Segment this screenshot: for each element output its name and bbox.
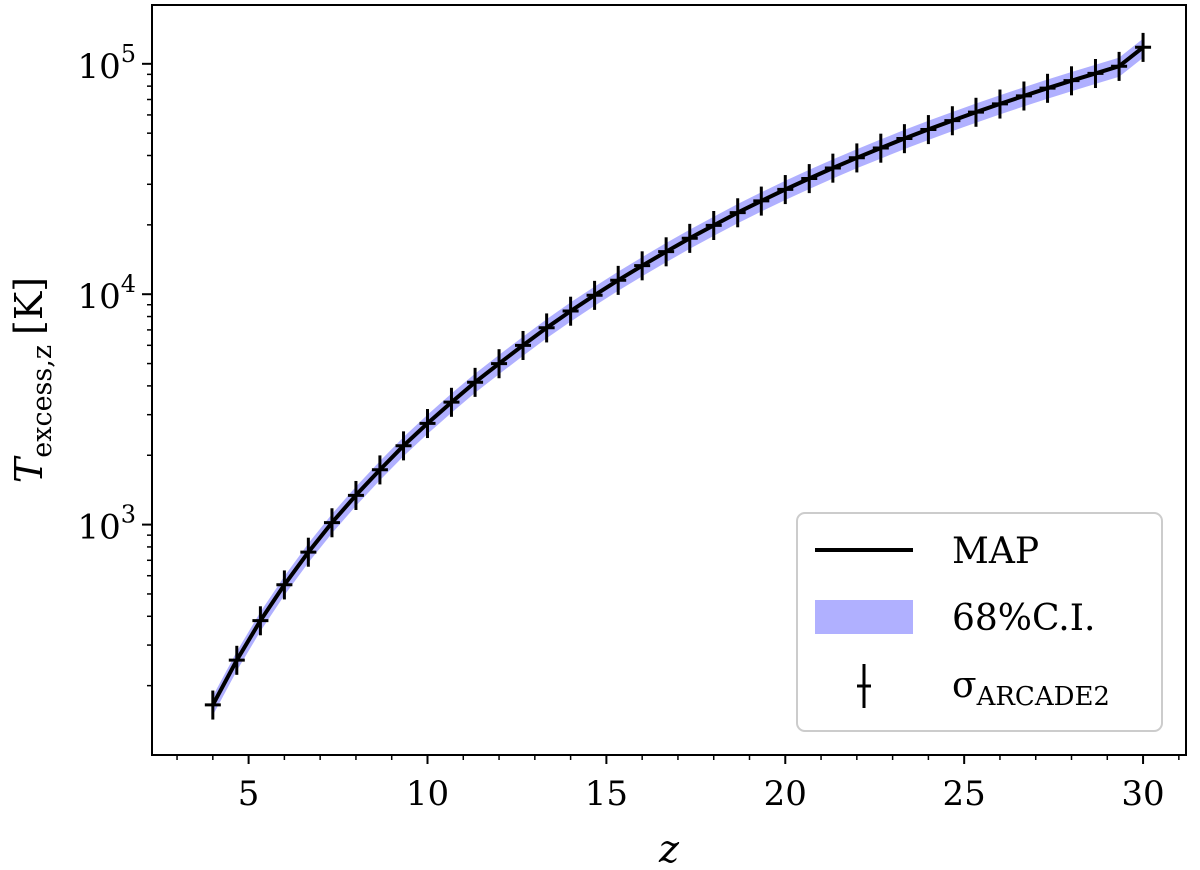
legend-errorbar-label: σARCADE2 bbox=[952, 665, 1110, 712]
errorbar-point bbox=[729, 198, 746, 228]
errorbar-layer bbox=[204, 32, 1152, 720]
errorbar-point bbox=[896, 124, 913, 154]
errorbar-point bbox=[824, 153, 841, 183]
errorbar-point bbox=[610, 265, 627, 295]
legend-box bbox=[796, 512, 1163, 732]
legend-map-label: MAP bbox=[952, 531, 1039, 572]
errorbar-point bbox=[419, 409, 436, 439]
errorbar-point bbox=[1015, 81, 1032, 111]
errorbar-point bbox=[1039, 73, 1056, 103]
errorbar-point bbox=[323, 508, 340, 538]
errorbar-point bbox=[1111, 51, 1128, 81]
errorbar-point bbox=[777, 175, 794, 205]
x-axis-title: z bbox=[658, 827, 680, 870]
y-tick-label-exponent: 4 bbox=[121, 270, 136, 298]
errorbar-point bbox=[1087, 59, 1104, 89]
errorbar-point bbox=[538, 313, 555, 343]
errorbar-point bbox=[801, 164, 818, 194]
map-line-layer bbox=[211, 45, 1145, 706]
errorbar-point bbox=[991, 89, 1008, 119]
errorbar-point bbox=[467, 367, 484, 397]
errorbar-point bbox=[1135, 32, 1152, 62]
errorbar-point bbox=[491, 349, 508, 379]
legend-errorbar-swatch bbox=[857, 664, 871, 708]
y-tick-label-base: 10 bbox=[77, 47, 120, 87]
y-tick-label: 105 bbox=[77, 40, 136, 87]
y-tick-label: 103 bbox=[77, 501, 136, 548]
errorbar-point bbox=[228, 645, 245, 675]
x-tick-label: 30 bbox=[1121, 774, 1164, 814]
y-tick-label-base: 10 bbox=[77, 508, 120, 548]
y-axis-title: Texcess,z [K] bbox=[7, 277, 58, 483]
legend: MAP 68%C.I. σARCADE2 bbox=[796, 512, 1163, 732]
x-tick-label: 5 bbox=[238, 774, 260, 814]
x-tick-label: 25 bbox=[943, 774, 986, 814]
errorbar-point bbox=[395, 431, 412, 461]
errorbar-point bbox=[705, 210, 722, 241]
y-tick-label-exponent: 5 bbox=[121, 40, 136, 68]
y-tick-label-exponent: 3 bbox=[121, 501, 136, 529]
errorbar-point bbox=[658, 237, 675, 267]
errorbar-point bbox=[276, 570, 293, 600]
errorbar-point bbox=[848, 143, 865, 173]
errorbar-point bbox=[1063, 66, 1080, 96]
errorbar-point bbox=[753, 186, 770, 216]
errorbar-point bbox=[252, 606, 269, 636]
plot-frame bbox=[151, 4, 1187, 756]
x-tick-label: 15 bbox=[585, 774, 628, 814]
errorbar-point bbox=[920, 115, 937, 145]
y-tick-label: 104 bbox=[77, 270, 136, 317]
map-line bbox=[211, 45, 1145, 706]
legend-errorbar-sigma: σ bbox=[952, 665, 977, 706]
y-axis-title-unit: [K] bbox=[7, 277, 51, 335]
errorbar-point bbox=[634, 251, 651, 281]
x-axis-ticks: 5 10 15 20 25 30 bbox=[176, 755, 1180, 814]
errorbar-point bbox=[967, 97, 984, 127]
legend-ci-label: 68%C.I. bbox=[952, 598, 1095, 639]
errorbar-point bbox=[443, 387, 460, 417]
errorbar-point bbox=[944, 106, 961, 136]
errorbar-point bbox=[562, 296, 579, 326]
errorbar-point bbox=[515, 330, 532, 360]
legend-ci-swatch bbox=[815, 600, 913, 634]
x-tick-label: 20 bbox=[764, 774, 807, 814]
errorbar-point bbox=[371, 455, 388, 485]
x-tick-label: 10 bbox=[406, 774, 449, 814]
errorbar-point bbox=[872, 133, 889, 163]
legend-errorbar-subscript: ARCADE2 bbox=[976, 682, 1110, 712]
y-axis-title-main: T bbox=[7, 455, 51, 483]
errorbar-point bbox=[300, 537, 317, 567]
y-tick-label-base: 10 bbox=[77, 277, 120, 317]
errorbar-point bbox=[586, 280, 603, 310]
errorbar-point bbox=[204, 690, 221, 720]
y-axis-title-subscript: excess,z bbox=[27, 345, 58, 458]
errorbar-point bbox=[681, 223, 698, 253]
errorbar-point bbox=[347, 480, 364, 510]
